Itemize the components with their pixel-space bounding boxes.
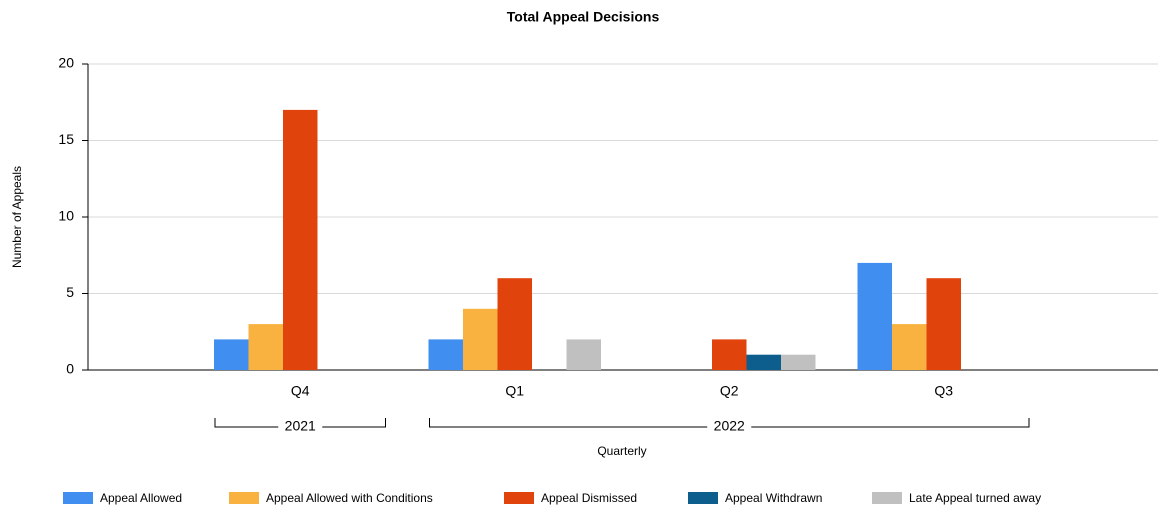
bar [781,354,816,370]
group-label-bg [707,419,752,435]
bar [926,278,961,370]
y-tick-label: 20 [58,55,74,71]
legend-label: Appeal Dismissed [541,491,637,505]
bar [497,278,532,370]
legend-label: Appeal Allowed with Conditions [266,491,433,505]
group-label-bg [278,419,323,435]
bar [857,262,892,370]
x-axis-label: Quarterly [597,444,646,458]
bar [428,339,463,370]
bar [463,308,498,370]
bar [214,339,249,370]
bar [892,324,927,370]
bar [248,324,283,370]
legend-label: Late Appeal turned away [909,491,1041,505]
bar [712,339,747,370]
y-axis-label: Number of Appeals [10,166,24,268]
legend-swatch [688,492,718,504]
x-tick-label: Q1 [505,383,524,399]
group-label: 2021 [285,418,316,434]
legend-swatch [504,492,534,504]
legend-swatch [229,492,259,504]
x-tick-label: Q2 [720,383,739,399]
bar [566,339,601,370]
y-tick-label: 15 [58,131,74,147]
legend-swatch [63,492,93,504]
group-label: 2022 [714,418,745,434]
legend-swatch [872,492,902,504]
y-tick-label: 5 [66,284,74,300]
x-tick-label: Q4 [291,383,310,399]
x-tick-label: Q3 [934,383,953,399]
y-tick-label: 10 [58,208,74,224]
bar [746,354,781,370]
legend-label: Appeal Withdrawn [725,491,822,505]
chart-title: Total Appeal Decisions [507,9,660,25]
bar [283,109,318,371]
y-tick-label: 0 [66,361,74,377]
legend-label: Appeal Allowed [100,491,182,505]
